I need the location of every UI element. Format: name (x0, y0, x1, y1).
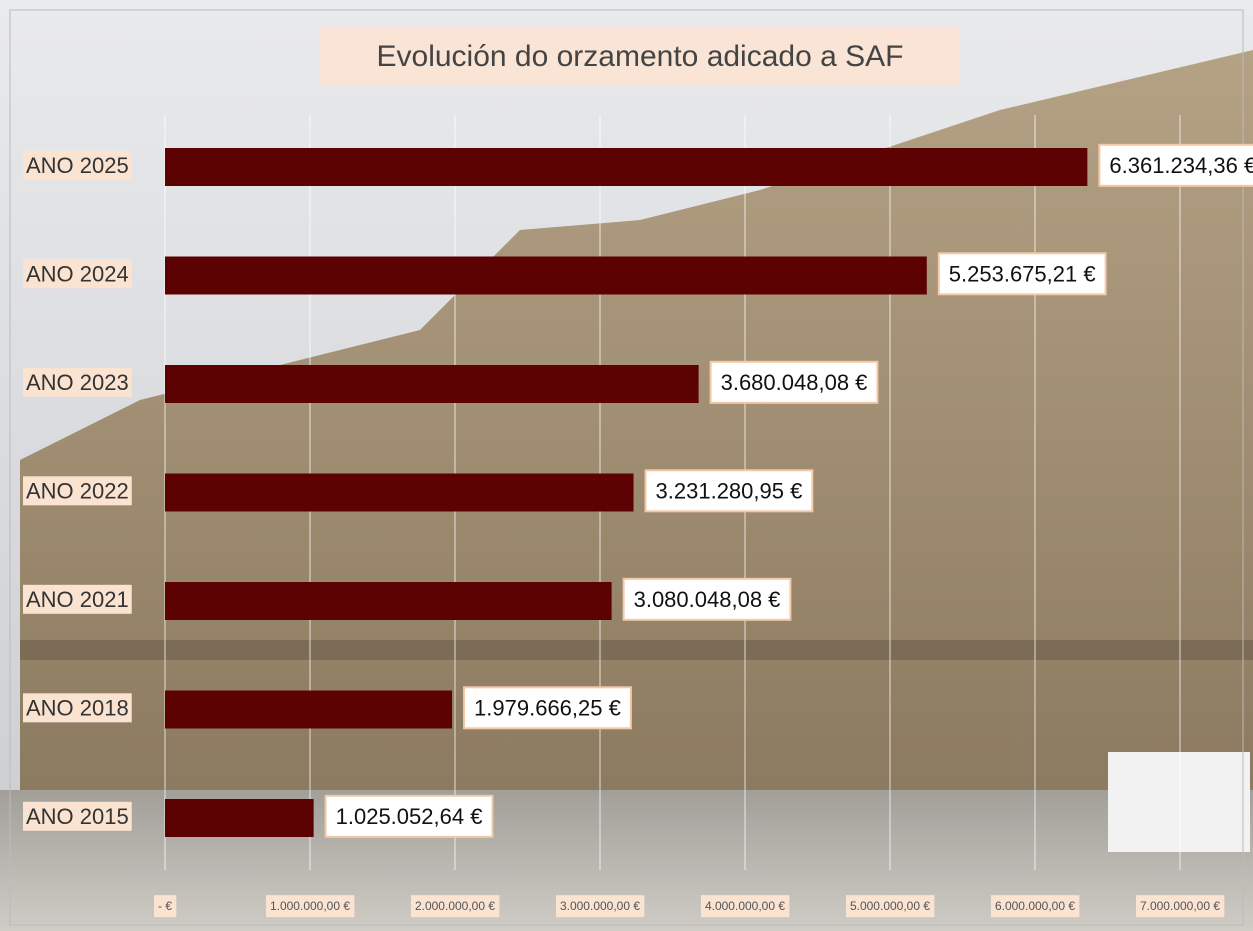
x-tick-label: 5.000.000,00 € (850, 899, 930, 913)
label-box (937, 252, 1107, 296)
bar (165, 799, 314, 837)
value-label: 3.080.048,08 € (634, 587, 781, 612)
bar (165, 690, 453, 729)
x-tick-label: 7.000.000,00 € (1140, 899, 1220, 913)
value-label: 6.361.234,36 € (1109, 153, 1253, 178)
label-box (1098, 143, 1253, 187)
label-box (23, 259, 132, 289)
label-box (700, 895, 790, 918)
label-box (555, 895, 645, 918)
category-label: ANO 2021 (26, 587, 129, 612)
x-tick-label: 3.000.000,00 € (560, 899, 640, 913)
category-label: ANO 2024 (26, 261, 129, 286)
title-box (320, 28, 960, 86)
bar (165, 148, 1088, 186)
bar (165, 256, 927, 295)
label-box (845, 895, 935, 918)
value-label: 5.253.675,21 € (949, 261, 1096, 286)
x-tick-label: 1.000.000,00 € (270, 899, 350, 913)
x-tick-label: 2.000.000,00 € (415, 899, 495, 913)
bar (165, 473, 634, 512)
label-box (265, 895, 355, 918)
label-box (622, 577, 792, 621)
bar (165, 365, 699, 403)
chart-title: Evolución do orzamento adicado a SAF (377, 40, 904, 73)
category-label: ANO 2023 (26, 370, 129, 395)
x-tick-label: 4.000.000,00 € (705, 899, 785, 913)
label-box (23, 150, 132, 180)
category-label: ANO 2025 (26, 153, 129, 178)
category-label: ANO 2018 (26, 695, 129, 720)
label-box (324, 794, 494, 838)
label-box (23, 367, 132, 397)
bar (165, 582, 612, 620)
label-box (23, 693, 132, 723)
label-box (23, 476, 132, 506)
x-tick-label: 6.000.000,00 € (995, 899, 1075, 913)
label-box (23, 801, 132, 831)
value-label: 1.025.052,64 € (336, 804, 483, 829)
category-label: ANO 2015 (26, 804, 129, 829)
label-box (410, 895, 500, 918)
x-tick-label: - € (158, 899, 172, 913)
category-label: ANO 2022 (26, 478, 129, 503)
label-box (709, 360, 879, 404)
bars (165, 148, 1088, 837)
value-label: 3.231.280,95 € (656, 478, 803, 503)
label-box (463, 686, 632, 730)
label-box (153, 895, 177, 918)
value-label: 3.680.048,08 € (721, 370, 868, 395)
label-box (644, 469, 814, 513)
label-box (1135, 895, 1225, 918)
label-box (990, 895, 1080, 918)
value-label: 1.979.666,25 € (474, 695, 621, 720)
label-box (23, 584, 132, 614)
